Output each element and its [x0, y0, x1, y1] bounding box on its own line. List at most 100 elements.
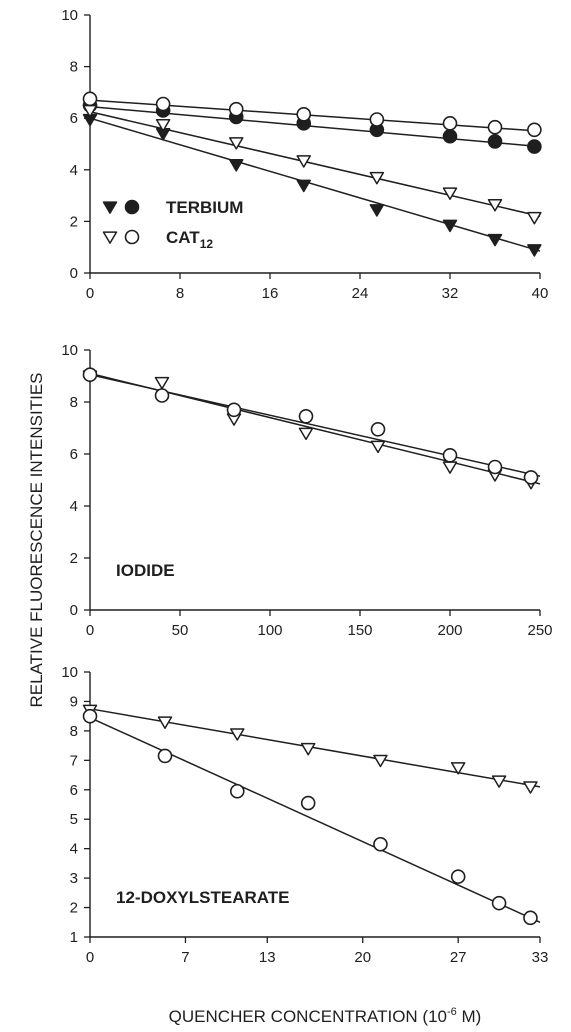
y-tick-label: 2: [70, 213, 78, 230]
y-tick-label: 6: [70, 782, 78, 799]
x-tick-label: 200: [437, 622, 462, 639]
data-point-open-circle: [157, 748, 173, 764]
y-tick-label: 10: [61, 342, 78, 359]
data-point-open-circle: [82, 367, 98, 383]
x-tick-label: 20: [354, 949, 371, 966]
data-point-open-triangle: [373, 754, 388, 768]
data-point-open-circle: [442, 116, 458, 131]
y-tick-label: 5: [70, 811, 78, 828]
data-point-filled-triangle: [527, 244, 542, 257]
legend-marker-open-triangle: [102, 231, 118, 244]
data-point-filled-triangle: [487, 233, 503, 247]
x-axis-title: QUENCHER CONCENTRATION (10-6 M): [169, 1006, 482, 1026]
x-tick-label: 0: [86, 949, 94, 966]
data-point-open-circle: [523, 910, 538, 926]
data-point-open-circle: [373, 836, 388, 852]
data-point-filled-circle: [442, 128, 458, 144]
x-tick-label: 33: [532, 949, 549, 966]
y-tick-label: 8: [70, 59, 78, 76]
x-tick-label: 27: [450, 949, 467, 966]
y-tick-label: 2: [70, 550, 78, 567]
legend-label-subscript: 12: [200, 237, 214, 251]
data-point-open-triangle: [450, 762, 466, 775]
y-tick-label: 3: [70, 870, 78, 887]
y-tick-label: 0: [70, 602, 78, 619]
legend-marker-open-circle: [124, 229, 140, 245]
y-tick-label: 4: [70, 498, 78, 515]
data-point-open-circle: [155, 96, 171, 112]
data-point-open-circle: [82, 708, 98, 724]
data-point-open-circle: [487, 119, 503, 135]
data-point-open-triangle: [527, 211, 542, 225]
data-point-open-circle: [487, 459, 503, 475]
y-tick-label: 4: [70, 841, 78, 858]
data-point-filled-triangle: [229, 159, 244, 172]
data-point-filled-circle: [527, 139, 542, 154]
data-point-open-circle: [300, 795, 316, 811]
y-tick-label: 6: [70, 110, 78, 127]
data-point-open-triangle: [157, 716, 173, 729]
y-tick-label: 0: [70, 265, 78, 282]
data-point-open-triangle: [370, 440, 386, 454]
y-tick-label: 4: [70, 162, 78, 179]
x-tick-label: 50: [172, 622, 189, 639]
y-tick-label: 1: [70, 929, 78, 946]
data-point-open-circle: [527, 122, 542, 138]
x-tick-label: 0: [86, 622, 94, 639]
y-tick-label: 10: [61, 664, 78, 681]
x-axis-title-main: QUENCHER CONCENTRATION (10: [169, 1007, 447, 1026]
data-point-open-triangle: [442, 187, 458, 200]
x-axis-title-end: M): [457, 1007, 482, 1026]
data-point-open-circle: [82, 91, 98, 107]
panel-annotation: IODIDE: [116, 561, 175, 580]
data-point-open-triangle: [300, 742, 316, 756]
x-tick-label: 32: [442, 285, 459, 302]
fit-line-filled-triangle: [89, 117, 541, 252]
x-tick-label: 150: [347, 622, 372, 639]
data-point-filled-circle: [487, 134, 503, 149]
y-tick-label: 10: [61, 7, 78, 24]
legend-marker-filled-triangle: [102, 201, 118, 214]
data-point-open-triangle: [487, 199, 503, 212]
data-point-open-triangle: [369, 171, 385, 185]
data-point-open-triangle: [154, 376, 170, 390]
data-point-open-circle: [369, 112, 385, 127]
fit-line-open-triangle: [89, 111, 541, 217]
x-tick-label: 16: [262, 285, 279, 302]
data-point-open-circle: [450, 869, 466, 884]
y-tick-label: 7: [70, 752, 78, 769]
data-point-open-circle: [229, 783, 245, 799]
y-tick-label: 6: [70, 446, 78, 463]
panel-annotation: 12-DOXYLSTEARATE: [116, 888, 290, 907]
x-tick-label: 8: [176, 285, 184, 302]
data-point-open-circle: [154, 388, 170, 403]
y-tick-label: 2: [70, 900, 78, 917]
legend-marker-filled-circle: [124, 199, 140, 215]
data-point-open-triangle: [442, 461, 458, 474]
data-point-open-triangle: [491, 775, 507, 788]
x-tick-label: 7: [181, 949, 189, 966]
data-point-open-circle: [442, 447, 458, 463]
legend-label: CAT12: [166, 228, 213, 251]
y-tick-label: 9: [70, 693, 78, 710]
data-point-open-circle: [491, 895, 507, 911]
data-point-open-circle: [298, 408, 314, 424]
data-point-open-circle: [523, 470, 539, 485]
y-tick-label: 8: [70, 394, 78, 411]
data-point-open-triangle: [229, 137, 244, 150]
x-axis-title-exponent: -6: [447, 1006, 457, 1018]
x-tick-label: 250: [527, 622, 552, 639]
y-axis-title: RELATIVE FLUORESCENCE INTENSITIES: [27, 372, 46, 707]
x-tick-label: 40: [532, 285, 549, 302]
data-point-open-circle: [370, 421, 386, 437]
data-point-open-triangle: [298, 427, 314, 441]
data-point-open-circle: [228, 101, 244, 117]
data-point-open-triangle: [296, 155, 311, 168]
y-tick-label: 8: [70, 723, 78, 740]
x-tick-label: 24: [352, 285, 369, 302]
legend-label: TERBIUM: [166, 198, 243, 217]
data-point-filled-triangle: [442, 219, 458, 233]
